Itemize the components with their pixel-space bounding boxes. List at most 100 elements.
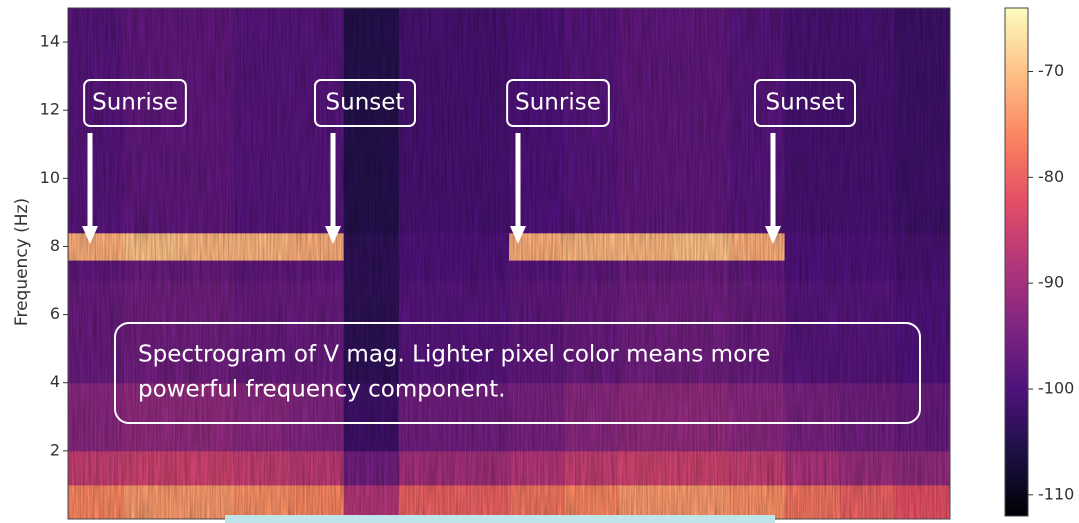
cell bbox=[68, 8, 124, 233]
note-text: powerful frequency component. bbox=[138, 377, 506, 403]
cell bbox=[730, 383, 786, 452]
cell bbox=[674, 485, 730, 520]
y-tick-label: 14 bbox=[40, 32, 60, 51]
cell bbox=[840, 260, 896, 281]
chart: Frequency (Hz) 2468101214-70-80-90-100-1… bbox=[0, 0, 1079, 523]
cell bbox=[895, 281, 951, 384]
cell bbox=[454, 281, 510, 384]
cell bbox=[344, 233, 400, 261]
colorbar-tick-label: -80 bbox=[1038, 167, 1064, 186]
cell bbox=[730, 8, 786, 233]
cell bbox=[840, 281, 896, 384]
cell bbox=[785, 383, 841, 452]
cell bbox=[399, 8, 455, 233]
cell bbox=[840, 451, 896, 486]
cell bbox=[509, 281, 565, 384]
cell bbox=[564, 281, 620, 384]
colorbar-tick-label: -110 bbox=[1038, 484, 1074, 503]
cell bbox=[619, 281, 675, 384]
annotation-label: Sunset bbox=[326, 90, 405, 116]
cell bbox=[674, 8, 730, 233]
cell bbox=[895, 8, 951, 233]
cell bbox=[785, 281, 841, 384]
annotation-label: Sunset bbox=[766, 90, 845, 116]
cell bbox=[233, 260, 289, 281]
cell bbox=[619, 8, 675, 233]
cell bbox=[785, 233, 841, 261]
cell bbox=[123, 485, 179, 520]
cell bbox=[840, 485, 896, 520]
cell bbox=[178, 485, 234, 520]
cell bbox=[399, 260, 455, 281]
cell bbox=[289, 485, 345, 520]
cell bbox=[68, 485, 124, 520]
cell bbox=[730, 451, 786, 486]
cell bbox=[233, 485, 289, 520]
cell bbox=[344, 8, 400, 233]
cell bbox=[619, 485, 675, 520]
cell bbox=[344, 451, 400, 486]
cell bbox=[454, 8, 510, 233]
cell bbox=[674, 451, 730, 486]
cell bbox=[564, 451, 620, 486]
cell bbox=[289, 260, 345, 281]
cell bbox=[399, 485, 455, 520]
cell bbox=[509, 451, 565, 486]
note-text: Spectrogram of V mag. Lighter pixel colo… bbox=[138, 342, 770, 368]
y-tick-label: 6 bbox=[50, 304, 60, 323]
annotation-label: Sunrise bbox=[92, 90, 178, 116]
cell bbox=[895, 233, 951, 261]
cell bbox=[123, 260, 179, 281]
cell bbox=[123, 451, 179, 486]
cell bbox=[619, 260, 675, 281]
cell bbox=[619, 383, 675, 452]
overlay-bar bbox=[225, 515, 775, 523]
colorbar-tick-label: -70 bbox=[1038, 61, 1064, 80]
cell bbox=[840, 233, 896, 261]
cell bbox=[178, 451, 234, 486]
cell bbox=[785, 485, 841, 520]
cell bbox=[233, 281, 289, 384]
cell bbox=[840, 383, 896, 452]
colorbar-tick-label: -90 bbox=[1038, 273, 1064, 292]
cell bbox=[619, 451, 675, 486]
cell bbox=[289, 8, 345, 233]
cell bbox=[233, 451, 289, 486]
y-axis-label: Frequency (Hz) bbox=[12, 198, 32, 326]
cell bbox=[895, 485, 951, 520]
y-tick-label: 8 bbox=[50, 236, 60, 255]
cell bbox=[178, 260, 234, 281]
colorbar bbox=[1005, 8, 1028, 516]
cell bbox=[344, 281, 400, 384]
cell bbox=[895, 451, 951, 486]
heatmap bbox=[68, 8, 951, 520]
cell bbox=[674, 260, 730, 281]
cell bbox=[289, 451, 345, 486]
y-tick-label: 4 bbox=[50, 372, 60, 391]
cell bbox=[178, 233, 234, 261]
cell bbox=[399, 281, 455, 384]
cell bbox=[233, 8, 289, 233]
cell bbox=[674, 281, 730, 384]
cell bbox=[509, 485, 565, 520]
y-tick-label: 2 bbox=[50, 440, 60, 459]
cell bbox=[564, 8, 620, 233]
cell bbox=[233, 233, 289, 261]
cell bbox=[68, 451, 124, 486]
cell bbox=[674, 233, 730, 261]
y-tick-label: 10 bbox=[40, 168, 60, 187]
cell bbox=[454, 233, 510, 261]
cell bbox=[344, 485, 400, 520]
cell bbox=[674, 383, 730, 452]
cell bbox=[564, 233, 620, 261]
cell bbox=[454, 485, 510, 520]
cell bbox=[454, 451, 510, 486]
cell bbox=[785, 8, 841, 233]
cell bbox=[178, 281, 234, 384]
cell bbox=[564, 485, 620, 520]
cell bbox=[730, 485, 786, 520]
annotation-label: Sunrise bbox=[515, 90, 601, 116]
cell bbox=[344, 260, 400, 281]
cell bbox=[730, 260, 786, 281]
cell bbox=[399, 233, 455, 261]
